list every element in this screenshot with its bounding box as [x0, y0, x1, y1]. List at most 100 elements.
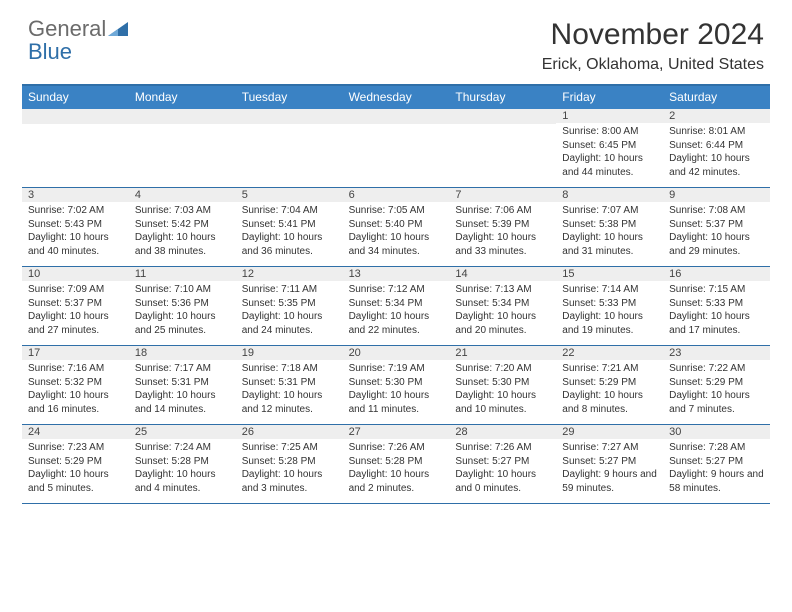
- sunrise-text: Sunrise: 7:03 AM: [135, 204, 230, 218]
- daylight-text: Daylight: 10 hours and 24 minutes.: [242, 310, 337, 337]
- calendar: SundayMondayTuesdayWednesdayThursdayFrid…: [22, 84, 770, 504]
- day-details: Sunrise: 7:11 AMSunset: 5:35 PMDaylight:…: [236, 281, 343, 341]
- sunrise-text: Sunrise: 7:10 AM: [135, 283, 230, 297]
- daylight-text: Daylight: 10 hours and 3 minutes.: [242, 468, 337, 495]
- day-details: Sunrise: 7:25 AMSunset: 5:28 PMDaylight:…: [236, 439, 343, 499]
- daylight-text: Daylight: 10 hours and 16 minutes.: [28, 389, 123, 416]
- sunrise-text: Sunrise: 7:17 AM: [135, 362, 230, 376]
- weekday-header-cell: Monday: [129, 86, 236, 109]
- day-number: 30: [663, 425, 770, 439]
- day-details: [22, 124, 129, 130]
- location: Erick, Oklahoma, United States: [542, 56, 764, 74]
- daylight-text: Daylight: 10 hours and 12 minutes.: [242, 389, 337, 416]
- day-number: 7: [449, 188, 556, 202]
- day-number: 29: [556, 425, 663, 439]
- brand-word2: Blue: [28, 39, 72, 64]
- sunrise-text: Sunrise: 8:00 AM: [562, 125, 657, 139]
- day-number: 26: [236, 425, 343, 439]
- sunrise-text: Sunrise: 7:08 AM: [669, 204, 764, 218]
- day-cell: 3Sunrise: 7:02 AMSunset: 5:43 PMDaylight…: [22, 188, 129, 266]
- sunset-text: Sunset: 5:28 PM: [349, 455, 444, 469]
- daylight-text: Daylight: 10 hours and 27 minutes.: [28, 310, 123, 337]
- sunrise-text: Sunrise: 7:22 AM: [669, 362, 764, 376]
- day-number: 20: [343, 346, 450, 360]
- sunset-text: Sunset: 5:28 PM: [242, 455, 337, 469]
- sunset-text: Sunset: 5:31 PM: [242, 376, 337, 390]
- day-details: Sunrise: 7:07 AMSunset: 5:38 PMDaylight:…: [556, 202, 663, 262]
- day-number: [236, 109, 343, 124]
- sunset-text: Sunset: 5:29 PM: [28, 455, 123, 469]
- day-number: 6: [343, 188, 450, 202]
- day-details: Sunrise: 7:15 AMSunset: 5:33 PMDaylight:…: [663, 281, 770, 341]
- weeks-container: 1Sunrise: 8:00 AMSunset: 6:45 PMDaylight…: [22, 109, 770, 504]
- sunrise-text: Sunrise: 7:02 AM: [28, 204, 123, 218]
- day-details: Sunrise: 7:20 AMSunset: 5:30 PMDaylight:…: [449, 360, 556, 420]
- week-row: 17Sunrise: 7:16 AMSunset: 5:32 PMDayligh…: [22, 346, 770, 425]
- day-details: Sunrise: 7:05 AMSunset: 5:40 PMDaylight:…: [343, 202, 450, 262]
- sunset-text: Sunset: 5:37 PM: [28, 297, 123, 311]
- sunset-text: Sunset: 5:38 PM: [562, 218, 657, 232]
- day-number: 1: [556, 109, 663, 123]
- day-cell: 16Sunrise: 7:15 AMSunset: 5:33 PMDayligh…: [663, 267, 770, 345]
- day-number: [129, 109, 236, 124]
- day-details: Sunrise: 7:06 AMSunset: 5:39 PMDaylight:…: [449, 202, 556, 262]
- daylight-text: Daylight: 10 hours and 7 minutes.: [669, 389, 764, 416]
- sunset-text: Sunset: 5:39 PM: [455, 218, 550, 232]
- sunrise-text: Sunrise: 7:07 AM: [562, 204, 657, 218]
- daylight-text: Daylight: 10 hours and 29 minutes.: [669, 231, 764, 258]
- daylight-text: Daylight: 10 hours and 0 minutes.: [455, 468, 550, 495]
- day-cell: 23Sunrise: 7:22 AMSunset: 5:29 PMDayligh…: [663, 346, 770, 424]
- sunset-text: Sunset: 5:41 PM: [242, 218, 337, 232]
- day-details: Sunrise: 7:09 AMSunset: 5:37 PMDaylight:…: [22, 281, 129, 341]
- sunset-text: Sunset: 5:37 PM: [669, 218, 764, 232]
- day-cell: 4Sunrise: 7:03 AMSunset: 5:42 PMDaylight…: [129, 188, 236, 266]
- sunrise-text: Sunrise: 7:15 AM: [669, 283, 764, 297]
- sunset-text: Sunset: 5:40 PM: [349, 218, 444, 232]
- brand-triangle-icon: [108, 22, 128, 41]
- day-cell: 13Sunrise: 7:12 AMSunset: 5:34 PMDayligh…: [343, 267, 450, 345]
- weekday-header-cell: Tuesday: [236, 86, 343, 109]
- day-cell: 27Sunrise: 7:26 AMSunset: 5:28 PMDayligh…: [343, 425, 450, 503]
- day-cell: 8Sunrise: 7:07 AMSunset: 5:38 PMDaylight…: [556, 188, 663, 266]
- sunrise-text: Sunrise: 7:20 AM: [455, 362, 550, 376]
- day-number: 28: [449, 425, 556, 439]
- day-details: Sunrise: 7:10 AMSunset: 5:36 PMDaylight:…: [129, 281, 236, 341]
- day-number: 17: [22, 346, 129, 360]
- sunrise-text: Sunrise: 7:09 AM: [28, 283, 123, 297]
- day-number: 24: [22, 425, 129, 439]
- day-details: [236, 124, 343, 130]
- day-cell: 9Sunrise: 7:08 AMSunset: 5:37 PMDaylight…: [663, 188, 770, 266]
- daylight-text: Daylight: 10 hours and 19 minutes.: [562, 310, 657, 337]
- day-details: Sunrise: 7:04 AMSunset: 5:41 PMDaylight:…: [236, 202, 343, 262]
- sunset-text: Sunset: 5:27 PM: [562, 455, 657, 469]
- day-number: 14: [449, 267, 556, 281]
- sunrise-text: Sunrise: 7:19 AM: [349, 362, 444, 376]
- day-details: Sunrise: 7:23 AMSunset: 5:29 PMDaylight:…: [22, 439, 129, 499]
- day-number: 23: [663, 346, 770, 360]
- sunset-text: Sunset: 5:33 PM: [562, 297, 657, 311]
- brand-word1: General: [28, 16, 106, 41]
- sunrise-text: Sunrise: 7:27 AM: [562, 441, 657, 455]
- daylight-text: Daylight: 9 hours and 58 minutes.: [669, 468, 764, 495]
- day-cell: 10Sunrise: 7:09 AMSunset: 5:37 PMDayligh…: [22, 267, 129, 345]
- day-cell: 30Sunrise: 7:28 AMSunset: 5:27 PMDayligh…: [663, 425, 770, 503]
- sunset-text: Sunset: 5:30 PM: [455, 376, 550, 390]
- sunrise-text: Sunrise: 7:12 AM: [349, 283, 444, 297]
- day-cell: 5Sunrise: 7:04 AMSunset: 5:41 PMDaylight…: [236, 188, 343, 266]
- sunset-text: Sunset: 5:28 PM: [135, 455, 230, 469]
- sunset-text: Sunset: 6:44 PM: [669, 139, 764, 153]
- day-details: Sunrise: 7:18 AMSunset: 5:31 PMDaylight:…: [236, 360, 343, 420]
- daylight-text: Daylight: 10 hours and 20 minutes.: [455, 310, 550, 337]
- day-details: Sunrise: 7:28 AMSunset: 5:27 PMDaylight:…: [663, 439, 770, 499]
- daylight-text: Daylight: 10 hours and 34 minutes.: [349, 231, 444, 258]
- day-details: [129, 124, 236, 130]
- day-cell: 24Sunrise: 7:23 AMSunset: 5:29 PMDayligh…: [22, 425, 129, 503]
- day-details: Sunrise: 8:01 AMSunset: 6:44 PMDaylight:…: [663, 123, 770, 183]
- day-number: 8: [556, 188, 663, 202]
- week-row: 3Sunrise: 7:02 AMSunset: 5:43 PMDaylight…: [22, 188, 770, 267]
- day-details: Sunrise: 7:26 AMSunset: 5:28 PMDaylight:…: [343, 439, 450, 499]
- sunrise-text: Sunrise: 7:24 AM: [135, 441, 230, 455]
- day-cell: 6Sunrise: 7:05 AMSunset: 5:40 PMDaylight…: [343, 188, 450, 266]
- daylight-text: Daylight: 10 hours and 42 minutes.: [669, 152, 764, 179]
- day-details: Sunrise: 7:02 AMSunset: 5:43 PMDaylight:…: [22, 202, 129, 262]
